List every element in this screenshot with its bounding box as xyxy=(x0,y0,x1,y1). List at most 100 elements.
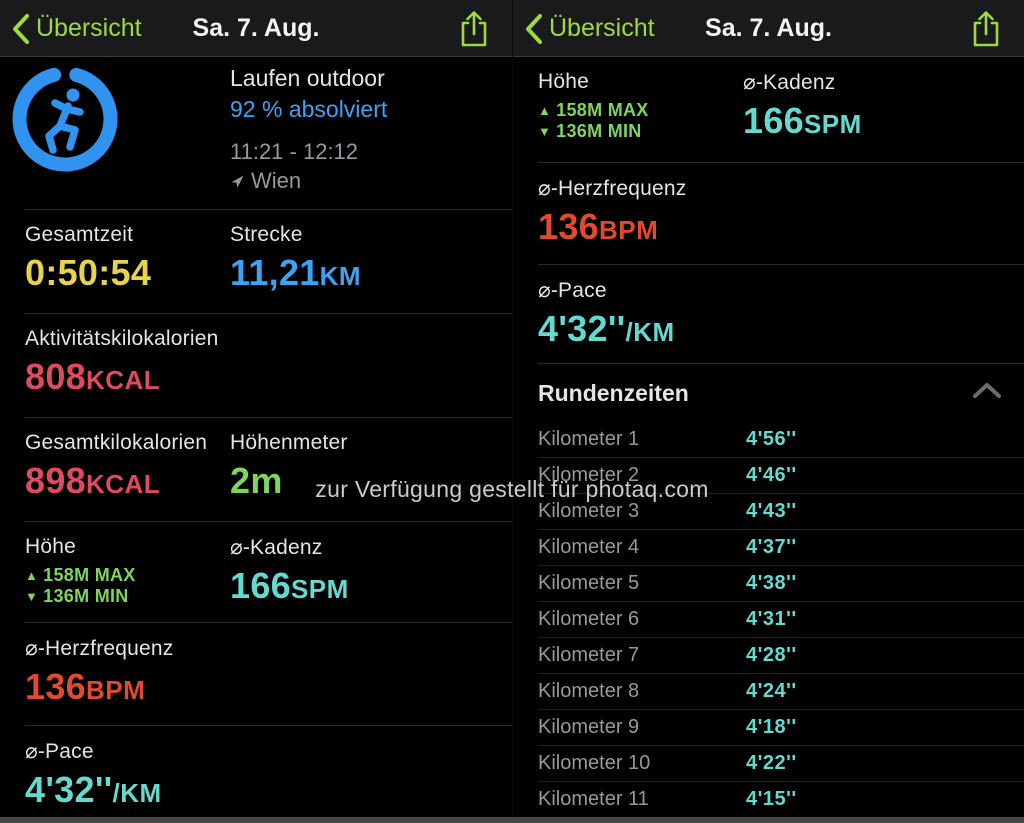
stat-row-elevation-cadence: Höhe ▲ 158M MAX ▼ 136M MIN ⌀-Kadenz 166SPM xyxy=(25,522,512,623)
stat-label: Höhe xyxy=(25,535,77,558)
stat-value: 0:50:54 xyxy=(25,252,152,293)
stat-kadenz: ⌀-Kadenz 166SPM xyxy=(230,535,349,607)
lap-label: Kilometer 9 xyxy=(538,716,640,738)
lap-row: Kilometer 6 4'31'' xyxy=(538,602,1024,638)
share-button[interactable] xyxy=(456,10,492,48)
lap-label: Kilometer 3 xyxy=(538,500,640,522)
stat-row-pace: ⌀-Pace 4'32''/KM xyxy=(25,726,512,823)
right-screen: Übersicht Sa. 7. Aug. Höhe ▲ 158M MAX ▼ 13… xyxy=(512,0,1024,823)
lap-row: Kilometer 8 4'24'' xyxy=(538,674,1024,710)
location-label: Wien xyxy=(251,168,302,193)
lap-row: Kilometer 4 4'37'' xyxy=(538,530,1024,566)
back-label: Übersicht xyxy=(549,14,655,42)
lap-label: Kilometer 7 xyxy=(538,644,640,666)
share-button[interactable] xyxy=(968,10,1004,48)
back-button[interactable]: Übersicht xyxy=(525,0,655,57)
stat-label: Gesamtzeit xyxy=(25,223,134,246)
lap-row: Kilometer 2 4'46'' xyxy=(538,458,1024,494)
stat-value: 4'32''/KM xyxy=(538,308,675,349)
laps-title: Rundenzeiten xyxy=(538,379,689,406)
stat-label: ⌀-Kadenz xyxy=(743,71,836,94)
stat-value: 2m xyxy=(230,460,283,501)
stat-label: ⌀-Pace xyxy=(538,279,607,302)
lap-row: Kilometer 3 4'43'' xyxy=(538,494,1024,530)
lap-value: 4'15'' xyxy=(746,788,797,810)
triangle-down-icon: ▼ xyxy=(538,124,552,139)
lap-row: Kilometer 9 4'18'' xyxy=(538,710,1024,746)
lap-value: 4'31'' xyxy=(746,608,797,630)
stat-herzfrequenz: ⌀-Herzfrequenz 136BPM xyxy=(538,176,1024,248)
lap-value: 4'56'' xyxy=(746,428,797,450)
laps-list: Kilometer 1 4'56'' Kilometer 2 4'46'' Kilo… xyxy=(513,422,1024,818)
lap-label: Kilometer 10 xyxy=(538,752,651,774)
back-label: Übersicht xyxy=(36,14,142,42)
stat-row-elevation-cadence: Höhe ▲ 158M MAX ▼ 136M MIN ⌀-Kadenz 166SPM xyxy=(538,57,1024,163)
chevron-left-icon xyxy=(13,13,29,44)
workout-type: Laufen outdoor xyxy=(230,65,385,91)
stat-value: 808KCAL xyxy=(25,356,161,397)
elevation-min: ▼ 136M MIN xyxy=(538,121,642,141)
stat-row-pace: ⌀-Pace 4'32''/KM xyxy=(538,265,1024,364)
stat-label: ⌀-Herzfrequenz xyxy=(538,177,687,200)
lap-value: 4'18'' xyxy=(746,716,797,738)
triangle-up-icon: ▲ xyxy=(25,568,39,583)
triangle-up-icon: ▲ xyxy=(538,103,552,118)
stat-kadenz: ⌀-Kadenz 166SPM xyxy=(743,70,862,142)
elevation-max: ▲ 158M MAX xyxy=(25,565,136,585)
lap-value: 4'24'' xyxy=(746,680,797,702)
stat-label: Aktivitätskilokalorien xyxy=(25,327,219,350)
stat-value: 166SPM xyxy=(230,565,349,606)
workout-time-range: 11:21 - 12:12 xyxy=(230,139,359,164)
workout-progress: 92 % absolviert xyxy=(230,96,388,122)
stat-row-heartrate: ⌀-Herzfrequenz 136BPM xyxy=(538,163,1024,265)
stat-hoehenmeter: Höhenmeter 2m xyxy=(230,431,348,502)
chevron-up-icon xyxy=(973,383,1001,398)
stat-aktivitaetskilokalorien: Aktivitätskilokalorien 808KCAL xyxy=(25,327,512,398)
stat-label: ⌀-Kadenz xyxy=(230,536,323,559)
lap-row: Kilometer 5 4'38'' xyxy=(538,566,1024,602)
stat-value: 4'32''/KM xyxy=(25,769,162,810)
stat-row-active-kcal: Aktivitätskilokalorien 808KCAL xyxy=(25,314,512,418)
stat-label: ⌀-Pace xyxy=(25,740,94,763)
stat-strecke: Strecke 11,21KM xyxy=(230,223,361,294)
lap-value: 4'37'' xyxy=(746,536,797,558)
stat-row-heartrate: ⌀-Herzfrequenz 136BPM xyxy=(25,623,512,726)
bottom-edge-strip xyxy=(0,817,1024,823)
triangle-down-icon: ▼ xyxy=(25,589,39,604)
back-button[interactable]: Übersicht xyxy=(12,0,142,57)
lap-value: 4'28'' xyxy=(746,644,797,666)
lap-value: 4'22'' xyxy=(746,752,797,774)
nav-bar: Übersicht Sa. 7. Aug. xyxy=(513,0,1024,57)
stat-gesamtkilokalorien: Gesamtkilokalorien 898KCAL xyxy=(25,431,512,502)
left-screen: Übersicht Sa. 7. Aug. xyxy=(0,0,512,823)
lap-value: 4'38'' xyxy=(746,572,797,594)
lap-label: Kilometer 1 xyxy=(538,428,640,450)
stat-value: 136BPM xyxy=(538,206,659,247)
stat-pace: ⌀-Pace 4'32''/KM xyxy=(25,739,512,811)
stat-row-time-distance: Gesamtzeit 0:50:54 Strecke 11,21KM xyxy=(25,210,512,314)
nav-bar: Übersicht Sa. 7. Aug. xyxy=(0,0,512,57)
activity-ring-icon xyxy=(12,66,118,172)
workout-location: Wien xyxy=(230,168,387,194)
stat-pace: ⌀-Pace 4'32''/KM xyxy=(538,278,1024,350)
stat-value: 11,21KM xyxy=(230,252,362,293)
lap-label: Kilometer 5 xyxy=(538,572,640,594)
lap-label: Kilometer 4 xyxy=(538,536,640,558)
stat-label: Gesamtkilokalorien xyxy=(25,431,208,454)
chevron-left-icon xyxy=(526,13,542,44)
lap-label: Kilometer 8 xyxy=(538,680,640,702)
lap-label: Kilometer 6 xyxy=(538,608,640,630)
lap-row: Kilometer 1 4'56'' xyxy=(538,422,1024,458)
workout-summary: Laufen outdoor 92 % absolviert 11:21 - 1… xyxy=(12,57,512,210)
elevation-min: ▼ 136M MIN xyxy=(25,586,129,606)
lap-row: Kilometer 10 4'22'' xyxy=(538,746,1024,782)
laps-section-header[interactable]: Rundenzeiten xyxy=(538,364,1024,422)
stat-label: Höhenmeter xyxy=(230,431,348,454)
stat-label: Höhe xyxy=(538,70,590,93)
lap-label: Kilometer 11 xyxy=(538,788,649,810)
stat-hoehe: Höhe ▲ 158M MAX ▼ 136M MIN xyxy=(25,535,512,607)
location-arrow-icon xyxy=(231,175,244,187)
stat-value: 166SPM xyxy=(743,100,862,141)
stat-label: ⌀-Herzfrequenz xyxy=(25,637,174,660)
lap-row: Kilometer 11 4'15'' xyxy=(538,782,1024,818)
